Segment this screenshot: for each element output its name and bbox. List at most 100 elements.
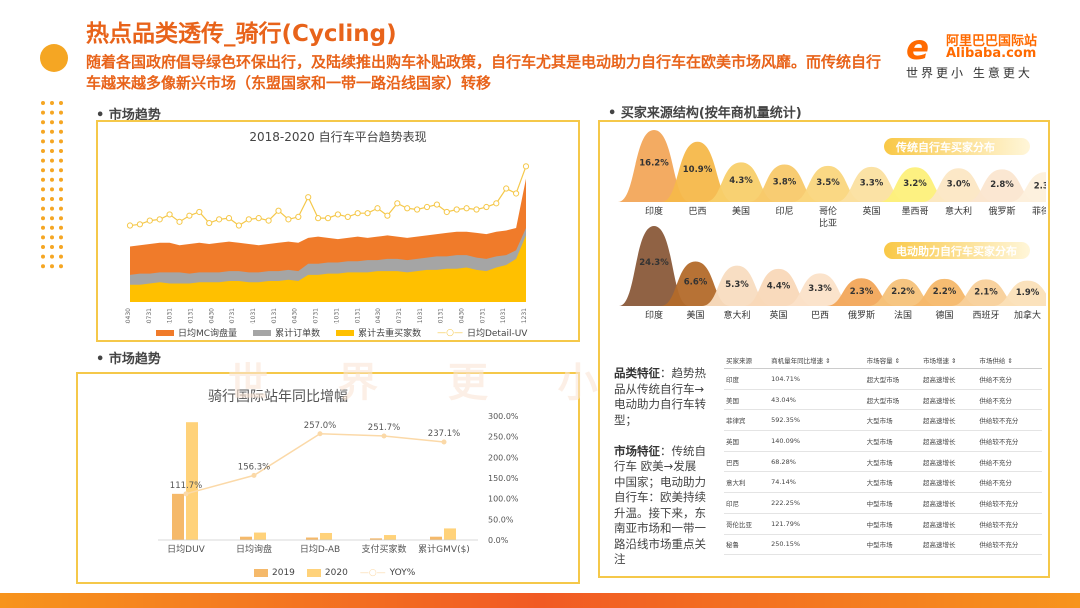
uv-point — [156, 216, 163, 223]
yoy-point — [381, 433, 387, 439]
x-tick-label: 20221031 — [500, 308, 507, 324]
buyers-area — [130, 235, 526, 302]
uv-point — [354, 210, 361, 217]
decor-dot — [41, 264, 45, 269]
x-tick-label: 20201031 — [333, 308, 340, 324]
decor-dot — [41, 110, 45, 115]
decor-dot — [59, 235, 63, 240]
uv-point — [493, 200, 500, 207]
decor-dot — [59, 110, 63, 115]
uv-point — [463, 205, 470, 212]
x-tick-label: 20220731 — [479, 308, 486, 324]
uv-point — [394, 200, 401, 207]
uv-point — [324, 215, 332, 222]
bottom-bar — [0, 593, 1080, 608]
buyer-distribution-chart: 16.2% 印度 10.9% 巴西 4.3% 美国 3.8% 印尼 3.5% 哥伦比亚 3.3% 英国… — [618, 130, 1046, 321]
uv-point — [285, 216, 292, 223]
decor-dot — [41, 129, 45, 134]
yoy-label: 251.7% — [368, 423, 400, 433]
uv-point — [473, 206, 480, 213]
decor-dot — [50, 101, 54, 105]
traditional-bell — [661, 141, 734, 202]
section-buyer-source: • 买家来源结构(按年商机量统计) — [608, 106, 802, 121]
bar-2020 — [254, 532, 266, 540]
decor-dot — [59, 158, 63, 163]
logo-en: Alibaba.com — [946, 46, 1037, 61]
y2-tick: 250.0% — [488, 433, 519, 442]
decor-dot — [50, 158, 54, 163]
traditional-country: 俄罗斯 — [988, 205, 1015, 217]
decor-dot — [41, 120, 45, 125]
uv-point — [265, 217, 272, 224]
decor-dot — [41, 197, 45, 201]
traditional-bell — [792, 165, 864, 202]
table-row: 印尼 222.25% 中型市场 超高速增长 供给较不充分 — [724, 492, 1042, 514]
decor-dot — [41, 149, 45, 153]
table-cell: 250.15% — [769, 534, 865, 556]
yoy-point — [441, 439, 447, 445]
traditional-bell — [1009, 172, 1046, 202]
traditional-country: 哥伦 — [819, 205, 837, 217]
traditional-bell — [618, 130, 690, 202]
trend-chart: 20180430 20180731 20181031 20190131 20190430… — [125, 163, 530, 324]
page-title: 热点品类透传_骑行(Cycling) — [86, 21, 397, 47]
electric-value: 24.3% — [639, 258, 669, 268]
decor-dot — [50, 149, 54, 153]
yoy-chart: 0.0% 50.0% 100.0% 150.0% 200.0% 250.0% 300.0% 日… — [158, 412, 519, 555]
table-cell: 超高速增长 — [920, 430, 978, 452]
market-feature-label: 市场特征 — [614, 443, 660, 458]
decor-dot — [41, 245, 45, 249]
chart1-legend: 日均MC询盘量 累计订单数 累计去重买家数 —○— 日均Detail-UV — [156, 326, 527, 339]
decor-dot — [50, 120, 54, 125]
alibaba-logo-icon: е — [906, 28, 930, 68]
uv-point — [295, 213, 302, 221]
uv-point — [255, 215, 262, 222]
decor-dot — [59, 254, 63, 259]
alibaba-logo: е 阿里巴巴国际站 Alibaba.com 世界更小 生意更大 — [906, 26, 1056, 86]
table-cell: 超高速增长 — [920, 471, 978, 494]
traditional-country: 墨西哥 — [901, 206, 928, 217]
decor-dot — [50, 168, 54, 173]
electric-country: 巴西 — [811, 310, 829, 321]
decor-dot — [41, 101, 45, 105]
legend-mc: 日均MC询盘量 — [178, 329, 238, 339]
uv-point — [235, 222, 242, 229]
x-tick-label: 20181031 — [167, 308, 174, 324]
y2-tick: 200.0% — [488, 453, 519, 462]
table-header-row: 买家来源 商机量年同比增速 ⇕ 市场容量 ⇕ 市场增速 ⇕ 市场供给 ⇕ — [724, 352, 1042, 369]
table-header-cell[interactable]: 商机量年同比增速 ⇕ — [769, 352, 865, 369]
traditional-country: 英国 — [862, 205, 880, 217]
uv-point — [423, 203, 431, 211]
table-cell: 菲律宾 — [724, 409, 770, 432]
table-header-cell[interactable]: 市场供给 ⇕ — [977, 352, 1042, 369]
traditional-value: 4.3% — [729, 176, 753, 186]
x-tick-label: 20210430 — [375, 308, 382, 324]
market-table: 买家来源 商机量年同比增速 ⇕ 市场容量 ⇕ 市场增速 ⇕ 市场供给 ⇕ 印度 104.7… — [724, 352, 1042, 556]
traditional-country: 比亚 — [819, 217, 837, 229]
uv-point — [146, 217, 153, 224]
category-label: 日均D-AB — [300, 543, 340, 555]
legend-2019: 2019 — [272, 568, 295, 578]
table-header-cell[interactable]: 市场增速 ⇕ — [920, 352, 978, 369]
uv-point — [315, 215, 322, 222]
trend-chart-panel: 2018-2020 自行车平台趋势表现 20180430 20180731 2018… — [96, 120, 580, 342]
table-header-cell[interactable]: 市场容量 ⇕ — [864, 352, 921, 369]
decor-dot — [50, 187, 54, 192]
traditional-value: 10.9% — [683, 165, 713, 175]
traditional-bell — [705, 162, 777, 202]
uv-point — [344, 213, 351, 221]
uv-point — [483, 203, 490, 211]
table-cell: 英国 — [724, 430, 770, 452]
electric-country: 加拿大 — [1014, 309, 1041, 321]
x-tick-label: 20200430 — [292, 308, 299, 324]
traditional-bell — [879, 167, 951, 202]
uv-point — [305, 194, 312, 201]
decor-dot — [50, 139, 54, 144]
uv-point — [206, 219, 213, 227]
table-body: 印度 104.71% 超大型市场 超高速增长 供给不充分 美国 43.04% 超大型市场 超高速… — [724, 368, 1042, 556]
table-cell: 超高速增长 — [920, 513, 978, 535]
electric-country: 印度 — [645, 309, 663, 321]
yoy-point — [317, 431, 323, 437]
uv-point — [433, 201, 440, 208]
uv-point — [196, 208, 203, 216]
